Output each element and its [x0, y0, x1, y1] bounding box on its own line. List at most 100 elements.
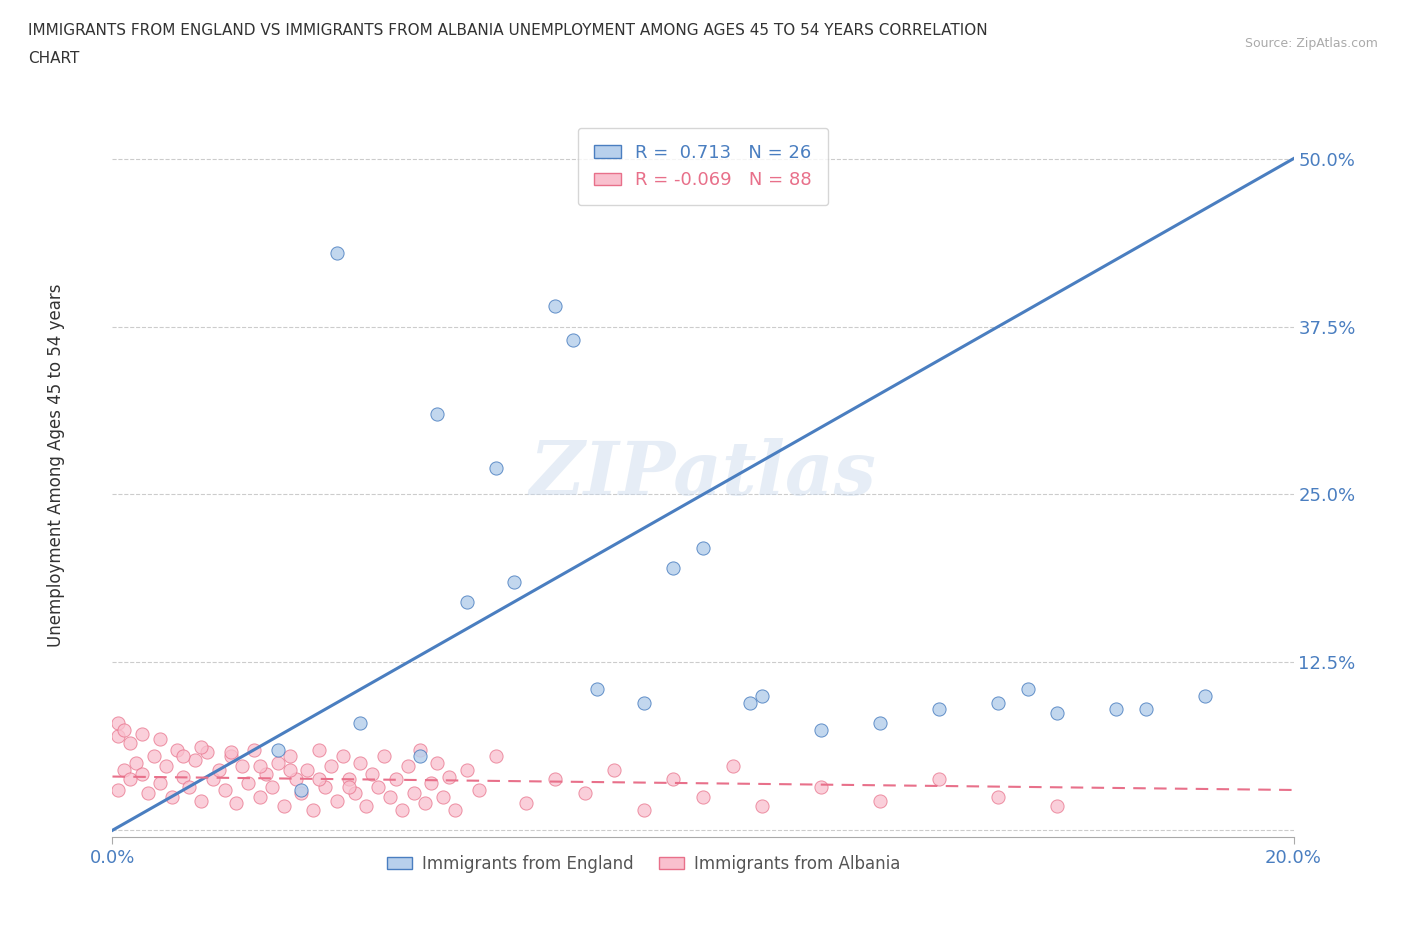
- Point: [149, 732, 172, 747]
- Point: [415, 796, 437, 811]
- Point: [225, 796, 247, 811]
- Point: [356, 799, 378, 814]
- Point: [179, 780, 201, 795]
- Point: [367, 780, 389, 795]
- Point: [751, 688, 773, 703]
- Point: [662, 561, 685, 576]
- Point: [437, 769, 460, 784]
- Point: [456, 763, 478, 777]
- Point: [172, 769, 194, 784]
- Point: [485, 460, 508, 475]
- Point: [290, 785, 312, 800]
- Point: [254, 766, 277, 781]
- Point: [426, 406, 449, 421]
- Point: [131, 766, 153, 781]
- Point: [302, 803, 325, 817]
- Point: [160, 790, 183, 804]
- Point: [219, 745, 242, 760]
- Text: IMMIGRANTS FROM ENGLAND VS IMMIGRANTS FROM ALBANIA UNEMPLOYMENT AMONG AGES 45 TO: IMMIGRANTS FROM ENGLAND VS IMMIGRANTS FR…: [28, 23, 988, 38]
- Point: [120, 736, 142, 751]
- Point: [107, 729, 129, 744]
- Point: [562, 333, 585, 348]
- Text: Unemployment Among Ages 45 to 54 years: Unemployment Among Ages 45 to 54 years: [48, 284, 65, 646]
- Point: [107, 782, 129, 797]
- Point: [195, 745, 218, 760]
- Point: [361, 766, 384, 781]
- Point: [869, 715, 891, 730]
- Point: [1046, 799, 1069, 814]
- Point: [284, 772, 307, 787]
- Point: [142, 749, 165, 764]
- Point: [1046, 706, 1069, 721]
- Point: [243, 742, 266, 757]
- Point: [107, 715, 129, 730]
- Point: [290, 782, 312, 797]
- Point: [278, 763, 301, 777]
- Point: [408, 749, 430, 764]
- Point: [278, 749, 301, 764]
- Point: [987, 790, 1010, 804]
- Point: [120, 772, 142, 787]
- Point: [633, 696, 655, 711]
- Point: [633, 803, 655, 817]
- Point: [343, 785, 366, 800]
- Point: [267, 756, 290, 771]
- Point: [692, 540, 714, 555]
- Point: [332, 749, 354, 764]
- Point: [810, 722, 832, 737]
- Point: [249, 790, 271, 804]
- Text: Source: ZipAtlas.com: Source: ZipAtlas.com: [1244, 37, 1378, 50]
- Point: [166, 742, 188, 757]
- Text: CHART: CHART: [28, 51, 80, 66]
- Point: [574, 785, 596, 800]
- Point: [190, 739, 212, 754]
- Point: [378, 790, 401, 804]
- Point: [402, 785, 425, 800]
- Point: [544, 299, 567, 313]
- Point: [190, 793, 212, 808]
- Point: [136, 785, 159, 800]
- Point: [125, 756, 148, 771]
- Point: [1135, 702, 1157, 717]
- Point: [231, 758, 253, 773]
- Point: [544, 772, 567, 787]
- Point: [373, 749, 395, 764]
- Point: [987, 696, 1010, 711]
- Point: [308, 772, 330, 787]
- Point: [297, 763, 319, 777]
- Point: [249, 758, 271, 773]
- Point: [337, 772, 360, 787]
- Legend: Immigrants from England, Immigrants from Albania: Immigrants from England, Immigrants from…: [381, 848, 907, 880]
- Point: [485, 749, 508, 764]
- Point: [349, 715, 371, 730]
- Point: [467, 782, 489, 797]
- Point: [503, 575, 526, 590]
- Point: [1194, 688, 1216, 703]
- Point: [131, 726, 153, 741]
- Point: [319, 758, 342, 773]
- Point: [751, 799, 773, 814]
- Point: [1017, 682, 1039, 697]
- Point: [810, 780, 832, 795]
- Point: [326, 793, 349, 808]
- Text: ZIPatlas: ZIPatlas: [530, 438, 876, 511]
- Point: [308, 742, 330, 757]
- Point: [326, 246, 349, 260]
- Point: [662, 772, 685, 787]
- Point: [267, 742, 290, 757]
- Point: [314, 780, 336, 795]
- Point: [692, 790, 714, 804]
- Point: [1105, 702, 1128, 717]
- Point: [337, 780, 360, 795]
- Point: [208, 763, 231, 777]
- Point: [385, 772, 408, 787]
- Point: [444, 803, 467, 817]
- Point: [585, 682, 607, 697]
- Point: [432, 790, 454, 804]
- Point: [349, 756, 371, 771]
- Point: [149, 776, 172, 790]
- Point: [238, 776, 260, 790]
- Point: [201, 772, 224, 787]
- Point: [155, 758, 177, 773]
- Point: [112, 722, 135, 737]
